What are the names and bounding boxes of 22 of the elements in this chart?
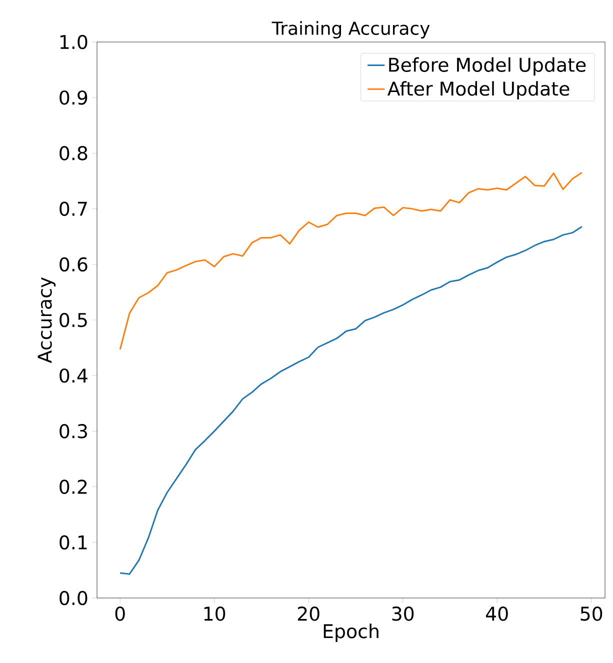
chart-title: Training Accuracy — [272, 21, 430, 38]
y-axis-title: Accuracy — [38, 277, 56, 364]
y-tick-label: 0.4 — [60, 368, 88, 383]
legend-label: After Model Update — [387, 81, 570, 100]
y-tick-label: 0.8 — [60, 146, 88, 160]
y-tick-label: 0.7 — [60, 202, 87, 216]
x-tick-label: 40 — [486, 606, 508, 621]
x-tick-label: 0 — [115, 606, 125, 621]
y-tick-label: 0.5 — [60, 312, 87, 328]
x-tick-label: 20 — [298, 606, 320, 621]
y-tick-label: 0.9 — [60, 90, 88, 105]
legend-label: Before Model Update — [389, 57, 586, 76]
x-tick-label: 30 — [392, 606, 414, 621]
y-tick-label: 1.0 — [60, 34, 88, 50]
x-tick-label: 50 — [580, 606, 602, 621]
y-tick-label: 0.1 — [60, 535, 87, 550]
y-tick-label: 0.0 — [60, 590, 88, 606]
x-axis-title: Epoch — [324, 624, 378, 642]
y-tick-label: 0.2 — [60, 480, 87, 494]
x-tick-label: 10 — [204, 606, 226, 621]
y-tick-label: 0.3 — [60, 424, 87, 438]
y-tick-label: 0.6 — [60, 257, 88, 272]
